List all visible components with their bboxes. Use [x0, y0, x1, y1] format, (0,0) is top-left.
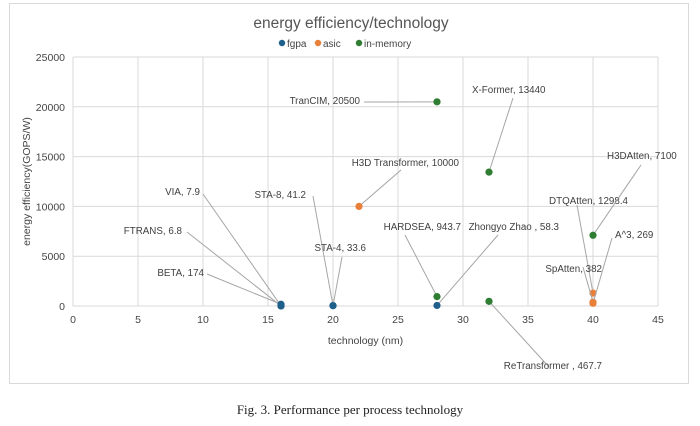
- data-point: [329, 302, 337, 310]
- x-tick-label: 30: [457, 314, 469, 326]
- data-point: [433, 98, 441, 106]
- data-label: A^3, 269: [615, 230, 653, 241]
- data-label: HARDSEA, 943.7: [384, 222, 461, 233]
- y-axis-label: energy efficiency(GOPS/W): [21, 117, 33, 246]
- data-label: BETA, 174: [157, 268, 204, 279]
- x-axis-label: technology (nm): [328, 335, 403, 347]
- data-point: [589, 299, 597, 307]
- data-label: VIA, 7.9: [165, 187, 200, 198]
- legend-label: fgpa: [287, 39, 307, 50]
- data-label: H3D Transformer, 10000: [352, 158, 460, 169]
- y-tick-label: 0: [59, 301, 65, 313]
- y-tick-label: 15000: [36, 152, 65, 164]
- x-tick-label: 0: [70, 314, 76, 326]
- x-tick-label: 40: [587, 314, 599, 326]
- data-point: [485, 297, 493, 305]
- chart-frame: 0 5000 10000 15000 20000 25000 0 5 10 15 20 25 30 35 4…: [9, 3, 689, 384]
- data-point: [355, 202, 363, 210]
- x-tick-label: 15: [262, 314, 274, 326]
- y-tick-label: 5000: [42, 251, 66, 263]
- x-tick-label: 20: [327, 314, 339, 326]
- leader-line: [312, 195, 334, 306]
- leader-line: [358, 169, 402, 207]
- data-point: [433, 301, 441, 310]
- scatter-chart: 0 5000 10000 15000 20000 25000 0 5 10 15 20 25 30 35 4…: [21, 15, 677, 372]
- figure-caption: Fig. 3. Performance per process technolo…: [236, 402, 464, 417]
- leader-line: [576, 204, 594, 294]
- leader-line: [332, 256, 343, 306]
- data-label: TranCIM, 20500: [290, 96, 361, 107]
- data-label: STA-8, 41.2: [254, 190, 306, 201]
- data-label: FTRANS, 6.8: [124, 226, 183, 237]
- data-label: H3DAtten, 7100: [607, 151, 677, 162]
- data-label: STA-4, 33.6: [314, 243, 366, 254]
- data-label: DTQAtten, 1298.4: [549, 196, 629, 207]
- leader-line: [186, 231, 282, 307]
- legend-marker: [278, 39, 286, 47]
- leader-line: [404, 234, 438, 297]
- leader-line: [592, 237, 613, 304]
- data-label: Zhongyo Zhao , 58.3: [469, 222, 560, 233]
- data-label: X-Former, 13440: [472, 85, 546, 96]
- data-point: [589, 231, 597, 239]
- y-tick-label: 25000: [36, 52, 65, 64]
- leader-line: [582, 266, 594, 303]
- data-point: [485, 168, 493, 176]
- legend-marker: [314, 39, 322, 47]
- leader-line: [202, 193, 282, 307]
- x-tick-label: 35: [522, 314, 534, 326]
- leader-line: [488, 97, 514, 173]
- data-label: ReTransformer , 467.7: [504, 361, 602, 372]
- x-tick-label: 45: [652, 314, 664, 326]
- data-label: SpAtten, 382: [545, 264, 602, 275]
- leader-line: [592, 164, 642, 236]
- y-tick-label: 10000: [36, 201, 65, 213]
- data-point: [277, 300, 285, 308]
- leader-line: [206, 273, 282, 305]
- data-point: [433, 293, 441, 301]
- x-tick-label: 25: [392, 314, 404, 326]
- chart-title: energy efficiency/technology: [253, 15, 449, 32]
- leader-line: [436, 234, 499, 306]
- leader-line: [488, 301, 550, 368]
- legend-label: asic: [323, 39, 341, 50]
- x-tick-label: 10: [197, 314, 209, 326]
- y-tick-label: 20000: [36, 102, 65, 114]
- legend-marker: [355, 39, 363, 47]
- legend-label: in-memory: [364, 39, 411, 50]
- x-tick-label: 5: [135, 314, 141, 326]
